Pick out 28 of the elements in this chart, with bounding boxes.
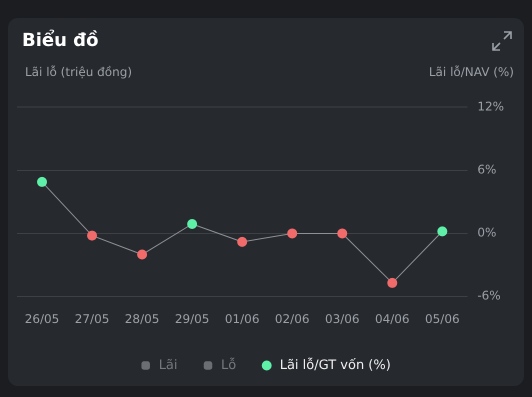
- x-tick-label: 03/06: [324, 312, 360, 326]
- x-tick-label: 29/05: [174, 312, 210, 326]
- y2-tick-label: 12%: [477, 99, 504, 114]
- y-axis-title: Lãi lỗ (triệu đồng): [25, 65, 132, 79]
- y2-tick-label: 6%: [477, 162, 496, 176]
- legend-label: Lãi: [158, 358, 178, 373]
- point: [187, 218, 198, 229]
- point: [337, 228, 348, 238]
- x-tick-label: 04/06: [374, 312, 410, 326]
- x-tick-label: 27/05: [74, 312, 110, 326]
- x-tick-label: 26/05: [24, 312, 60, 326]
- y2-axis-title: Lãi lỗ/NAV (%): [428, 65, 514, 79]
- point: [237, 236, 248, 247]
- point: [287, 228, 298, 238]
- chart-title: Biểu đồ: [22, 30, 98, 51]
- legend-label: Lãi lỗ/GT vốn (%): [280, 356, 391, 373]
- x-tick-label: 05/06: [425, 312, 460, 326]
- point: [437, 226, 448, 236]
- point: [137, 250, 148, 260]
- x-tick-label: 02/06: [274, 312, 310, 326]
- y2-tick-label: -6%: [477, 288, 501, 303]
- x-tick-label: 01/06: [224, 312, 260, 326]
- legend-label: Lỗ: [221, 356, 236, 373]
- point: [87, 230, 98, 241]
- point: [387, 278, 398, 288]
- point: [37, 176, 48, 187]
- y2-tick-label: 0%: [477, 226, 496, 240]
- x-tick-label: 28/05: [124, 312, 160, 326]
